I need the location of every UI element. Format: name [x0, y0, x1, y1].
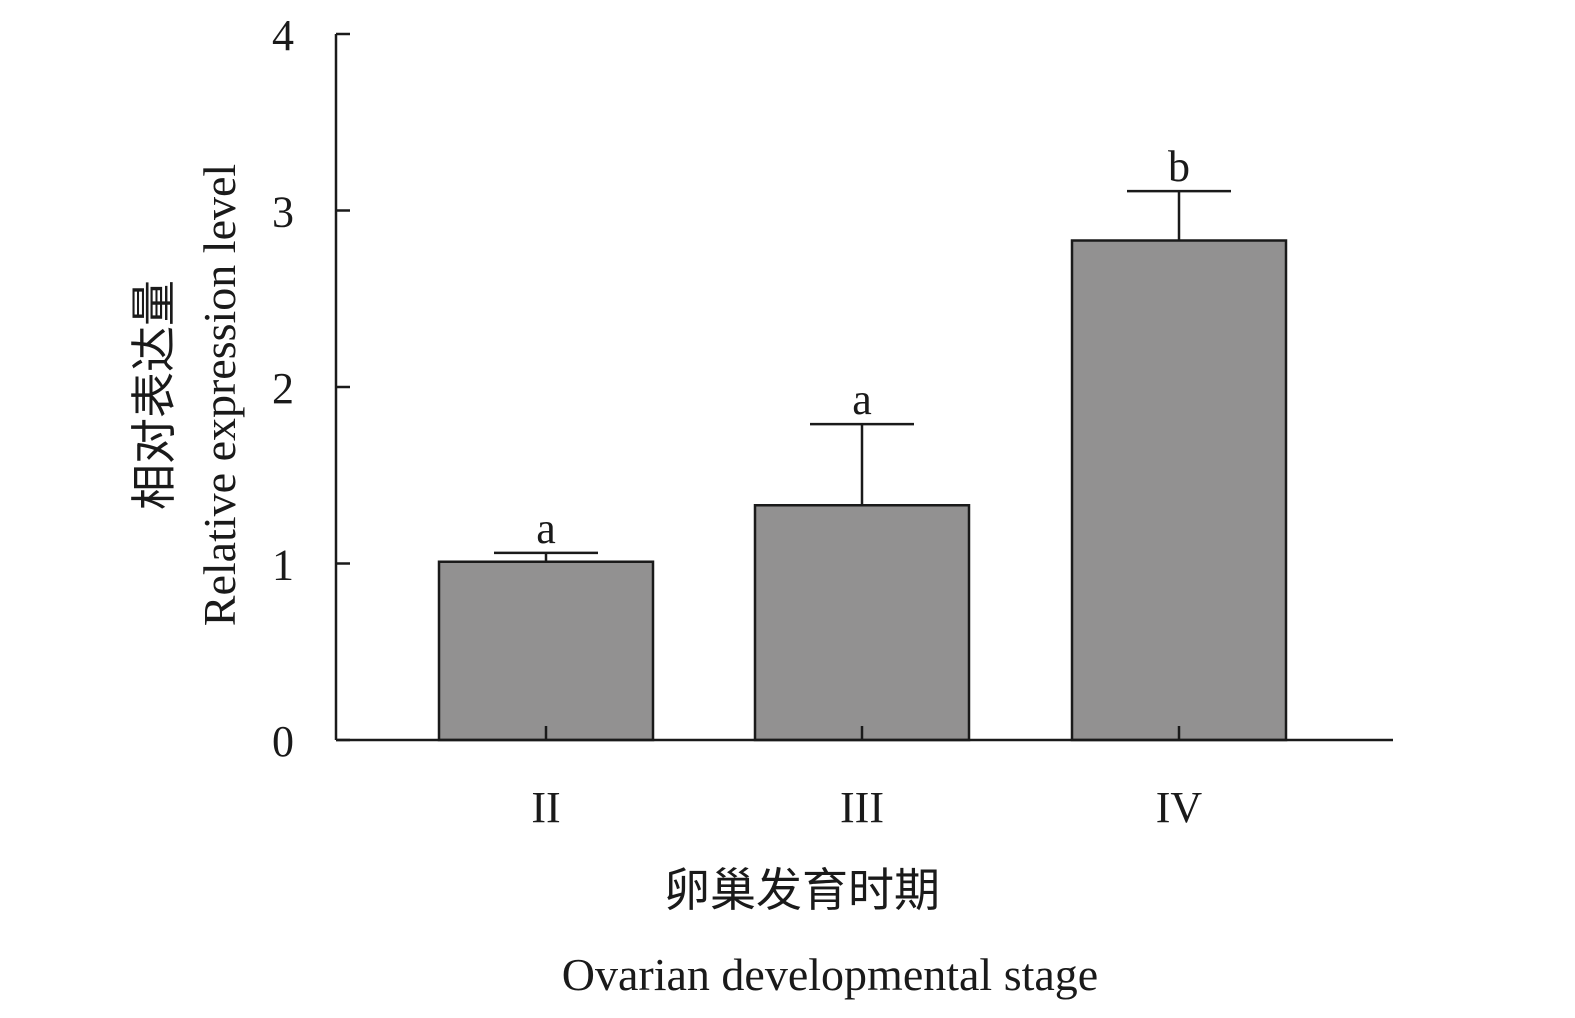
y-axis-title-en: Relative expression level [194, 164, 245, 626]
y-tick-label-2: 2 [272, 364, 294, 413]
significance-label-III: a [852, 375, 872, 424]
x-tick-label-III: III [840, 783, 884, 832]
y-tick-label-3: 3 [272, 188, 294, 237]
y-tick-label-1: 1 [272, 541, 294, 590]
significance-label-II: a [536, 504, 556, 553]
x-axis-title-cn: 卵巢发育时期 [664, 865, 940, 916]
y-tick-label-4: 4 [272, 11, 294, 60]
bar-III [753, 504, 971, 742]
x-ticks-group [544, 726, 1181, 740]
x-tick-label-IV: IV [1156, 783, 1203, 832]
y-ticks-group [336, 32, 350, 742]
significance-label-IV: b [1168, 142, 1190, 191]
y-tick-label-0: 0 [272, 717, 294, 766]
bar-IV [1070, 239, 1288, 742]
error-bars-group [494, 189, 1231, 562]
bar-II [437, 560, 655, 742]
y-axis-title-cn: 相对表达量 [129, 280, 180, 510]
labels-group: a II a III b IV 0 1 2 3 4 [272, 11, 1202, 832]
x-axis-title-en: Ovarian developmental stage [562, 949, 1098, 1000]
x-tick-label-II: II [531, 783, 560, 832]
